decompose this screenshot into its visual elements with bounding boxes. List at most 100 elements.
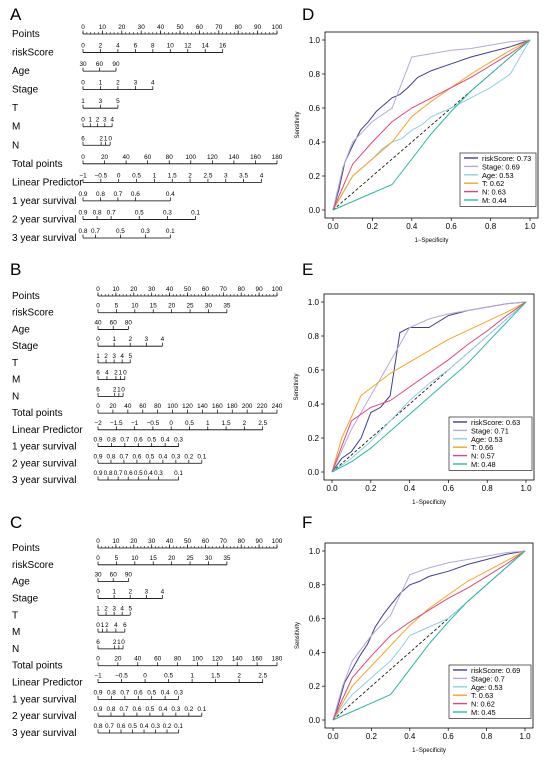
row-tick-label: 80 bbox=[174, 656, 182, 663]
row-tick-label: 4 bbox=[120, 605, 124, 612]
x-axis-title: 1−Specificity bbox=[412, 748, 446, 754]
plot-frame bbox=[324, 31, 539, 219]
row-label: 3 year survival bbox=[12, 475, 76, 486]
row-tick-label: 2 bbox=[113, 639, 117, 646]
row-tick-label: 60 bbox=[154, 656, 162, 663]
row-tick-label: 1 bbox=[96, 605, 100, 612]
reference-diagonal bbox=[332, 550, 526, 721]
row-tick-label: 0.8 bbox=[104, 470, 113, 477]
row-label: 1 year survival bbox=[12, 196, 76, 207]
row-tick-label: 0.1 bbox=[197, 453, 206, 460]
legend-entry: Age: 0.53 bbox=[471, 435, 503, 444]
row-tick-label: −2 bbox=[94, 420, 102, 427]
row-tick-label: 0.2 bbox=[184, 706, 193, 713]
nomogram-row: N 6 2 1 0 bbox=[12, 135, 112, 151]
row-tick-label: 20 bbox=[101, 154, 109, 161]
row-tick-label: 4 bbox=[114, 622, 118, 629]
row-tick-label: 6 bbox=[96, 370, 100, 377]
y-tick-label: 0.8 bbox=[308, 332, 320, 341]
nomogram-row: riskScore 0 2 4 6 8 10 12 14 16 bbox=[12, 43, 227, 59]
y-axis-title: Sensitivity bbox=[295, 622, 301, 649]
x-axis-title: 1−Specificity bbox=[415, 238, 449, 244]
nomogram-row: Total points 0 20 40 60 80 100 120 140 160 180 200 2… bbox=[12, 403, 283, 419]
row-tick-label: 80 bbox=[154, 403, 162, 410]
row-label: 1 year survival bbox=[12, 442, 76, 453]
row-tick-label: 70 bbox=[220, 286, 228, 293]
row-label: Age bbox=[12, 324, 30, 335]
row-tick-label: 60 bbox=[110, 319, 118, 326]
nomogram-row: Linear Predictor −1 −0.5 0 0.5 1 1.5 2 2.5 bbox=[12, 673, 268, 689]
y-tick-label: 0.6 bbox=[309, 104, 321, 113]
y-axis-title: Sensitivity bbox=[295, 111, 301, 138]
row-tick-label: 1 bbox=[112, 336, 116, 343]
row-tick-label: 50 bbox=[176, 24, 184, 31]
row-tick-label: 220 bbox=[257, 403, 268, 410]
x-tick-label: 0.0 bbox=[327, 732, 339, 741]
row-tick-label: 1 bbox=[81, 98, 85, 105]
row-tick-label: 80 bbox=[125, 319, 133, 326]
row-tick-label: 160 bbox=[252, 656, 263, 663]
roc-series-line bbox=[331, 301, 527, 473]
row-tick-label: 0.8 bbox=[107, 437, 116, 444]
row-label: Points bbox=[12, 29, 40, 40]
row-label: Linear Predictor bbox=[12, 425, 83, 436]
row-tick-label: 2 bbox=[99, 43, 103, 50]
legend-entry: T: 0.66 bbox=[471, 443, 493, 452]
roc-series-line bbox=[332, 550, 526, 721]
panel-letter-e: E bbox=[302, 260, 313, 279]
row-tick-label: 5 bbox=[115, 555, 119, 562]
row-tick-label: 1 bbox=[104, 135, 108, 142]
row-tick-label: 80 bbox=[238, 538, 246, 545]
nomogram-row: T 1 3 5 bbox=[12, 98, 120, 114]
legend-entry: N: 0.57 bbox=[471, 452, 495, 461]
row-tick-label: 5 bbox=[116, 98, 120, 105]
nomogram-row: Age 30 60 90 bbox=[12, 61, 120, 77]
row-tick-label: 80 bbox=[238, 286, 246, 293]
row-tick-label: 1 bbox=[112, 588, 116, 595]
row-label: Total points bbox=[12, 661, 63, 672]
nomogram-row: 2 year survival 0.9 0.8 0.7 0.6 0.5 0.4 0.3 0.2 0… bbox=[12, 453, 207, 469]
nomogram-row: Age 40 60 80 bbox=[12, 319, 132, 335]
row-tick-label: 100 bbox=[272, 286, 283, 293]
row-tick-label: 0.2 bbox=[163, 723, 172, 730]
roc-plot-f: 0.0 0.2 0.4 0.6 0.8 1.0 0.0 0.2 0.4 0.6 0.8 1.0 1−Sp… bbox=[295, 542, 534, 754]
nomogram-row: Total points 0 20 40 60 80 100 120 140 160 180 bbox=[12, 656, 283, 672]
nomogram-row: Points 0 10 20 30 40 50 60 70 80 90 100 bbox=[12, 24, 283, 40]
roc-series-line bbox=[332, 39, 531, 211]
row-tick-label: 160 bbox=[250, 154, 261, 161]
row-tick-label: 0.7 bbox=[120, 453, 129, 460]
row-tick-label: 0.4 bbox=[161, 689, 170, 696]
row-tick-label: 160 bbox=[212, 403, 223, 410]
nomogram-row: Stage 0 1 2 3 4 bbox=[12, 80, 155, 96]
roc-series-line bbox=[331, 301, 527, 473]
x-tick-label: 0.2 bbox=[367, 222, 379, 231]
row-tick-label: −0.5 bbox=[147, 420, 160, 427]
nomogram-row: N 6 2 1 0 bbox=[12, 639, 125, 655]
row-tick-label: −0.5 bbox=[115, 673, 128, 680]
row-tick-label: 0.3 bbox=[151, 723, 160, 730]
row-tick-label: −1 bbox=[94, 673, 102, 680]
roc-series-line bbox=[332, 39, 531, 211]
row-tick-label: 2 bbox=[114, 370, 118, 377]
row-tick-label: 20 bbox=[130, 286, 138, 293]
legend-entry: M: 0.45 bbox=[471, 708, 496, 717]
row-tick-label: 80 bbox=[235, 24, 243, 31]
row-tick-label: 8 bbox=[151, 43, 155, 50]
plot-frame bbox=[323, 293, 535, 481]
row-tick-label: 3 bbox=[145, 336, 149, 343]
roc-series-line bbox=[332, 550, 526, 721]
row-label: riskScore bbox=[12, 48, 54, 59]
row-label: Stage bbox=[12, 85, 39, 96]
y-tick-label: 0.6 bbox=[308, 366, 320, 375]
row-tick-label: −0.5 bbox=[95, 172, 108, 179]
legend-entry: T: 0.63 bbox=[471, 691, 493, 700]
row-tick-label: 0.1 bbox=[197, 706, 206, 713]
